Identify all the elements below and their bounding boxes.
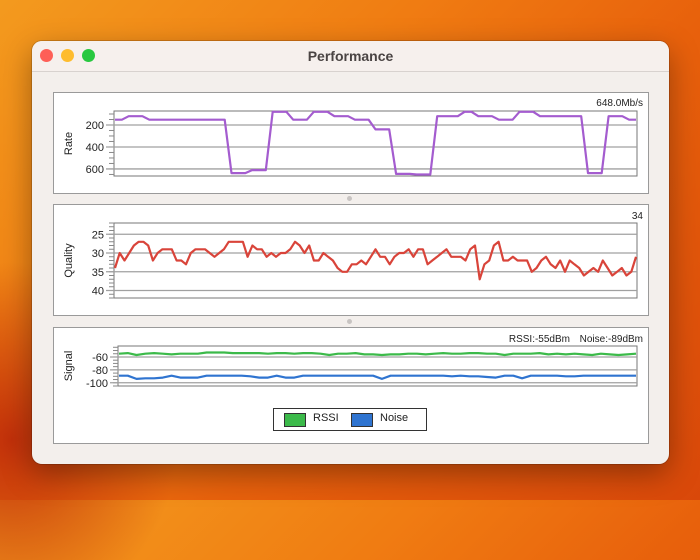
rate-chart-panel: 600 400 200 Rate 648.0Mb/s: [53, 92, 649, 194]
split-divider-handle[interactable]: [347, 319, 352, 324]
noise-current-value: Noise:-89dBm: [580, 334, 643, 345]
performance-window: Performance 600 400 200 Rate 648.0Mb/s 40 35 3…: [32, 41, 669, 464]
y-tick-label: 25: [92, 229, 104, 241]
quality-chart-panel: 40 35 30 25 Quality 34: [53, 204, 649, 316]
window-title: Performance: [307, 48, 394, 64]
y-tick-label: 400: [86, 142, 104, 154]
y-tick-label: -100: [86, 378, 108, 390]
quality-chart: 40 35 30 25 Quality 34: [63, 211, 644, 299]
split-divider-handle[interactable]: [347, 196, 352, 201]
noise-legend-swatch: [351, 413, 373, 427]
y-tick-label: -60: [92, 352, 108, 364]
quality-current-value: 34: [632, 211, 644, 222]
signal-chart-panel: -60 -80 -100 Signal RSSI:-55dBm Noise:-89dBm …: [53, 327, 649, 444]
y-axis-label: Signal: [63, 351, 75, 382]
y-tick-label: 40: [92, 286, 104, 298]
y-tick-label: 200: [86, 120, 104, 132]
rate-current-value: 648.0Mb/s: [596, 98, 643, 109]
close-button[interactable]: [40, 49, 53, 62]
rssi-current-value: RSSI:-55dBm: [509, 334, 570, 345]
y-tick-label: -80: [92, 365, 108, 377]
y-axis-label: Quality: [63, 243, 75, 278]
y-tick-label: 30: [92, 248, 104, 260]
y-tick-label: 35: [92, 267, 104, 279]
y-tick-label: 600: [86, 164, 104, 176]
y-axis-label: Rate: [63, 132, 75, 155]
rssi-legend-swatch: [284, 413, 306, 427]
noise-line: [119, 374, 636, 381]
rate-line: [115, 110, 636, 176]
signal-legend: RSSI Noise: [273, 408, 427, 431]
rate-chart: 600 400 200 Rate 648.0Mb/s: [63, 98, 643, 177]
rssi-legend-label: RSSI: [313, 412, 339, 424]
zoom-button[interactable]: [82, 49, 95, 62]
plot-area: [113, 110, 638, 177]
quality-line: [113, 240, 638, 281]
noise-legend-label: Noise: [380, 412, 409, 424]
minimize-button[interactable]: [61, 49, 74, 62]
signal-chart: -60-80-100 Signal RSSI:-55dBm Noise:-89dBm: [63, 334, 643, 390]
title-bar[interactable]: Performance: [32, 41, 669, 72]
plot-area: [113, 222, 638, 299]
rssi-line: [118, 351, 637, 357]
plot-area: [117, 345, 638, 387]
